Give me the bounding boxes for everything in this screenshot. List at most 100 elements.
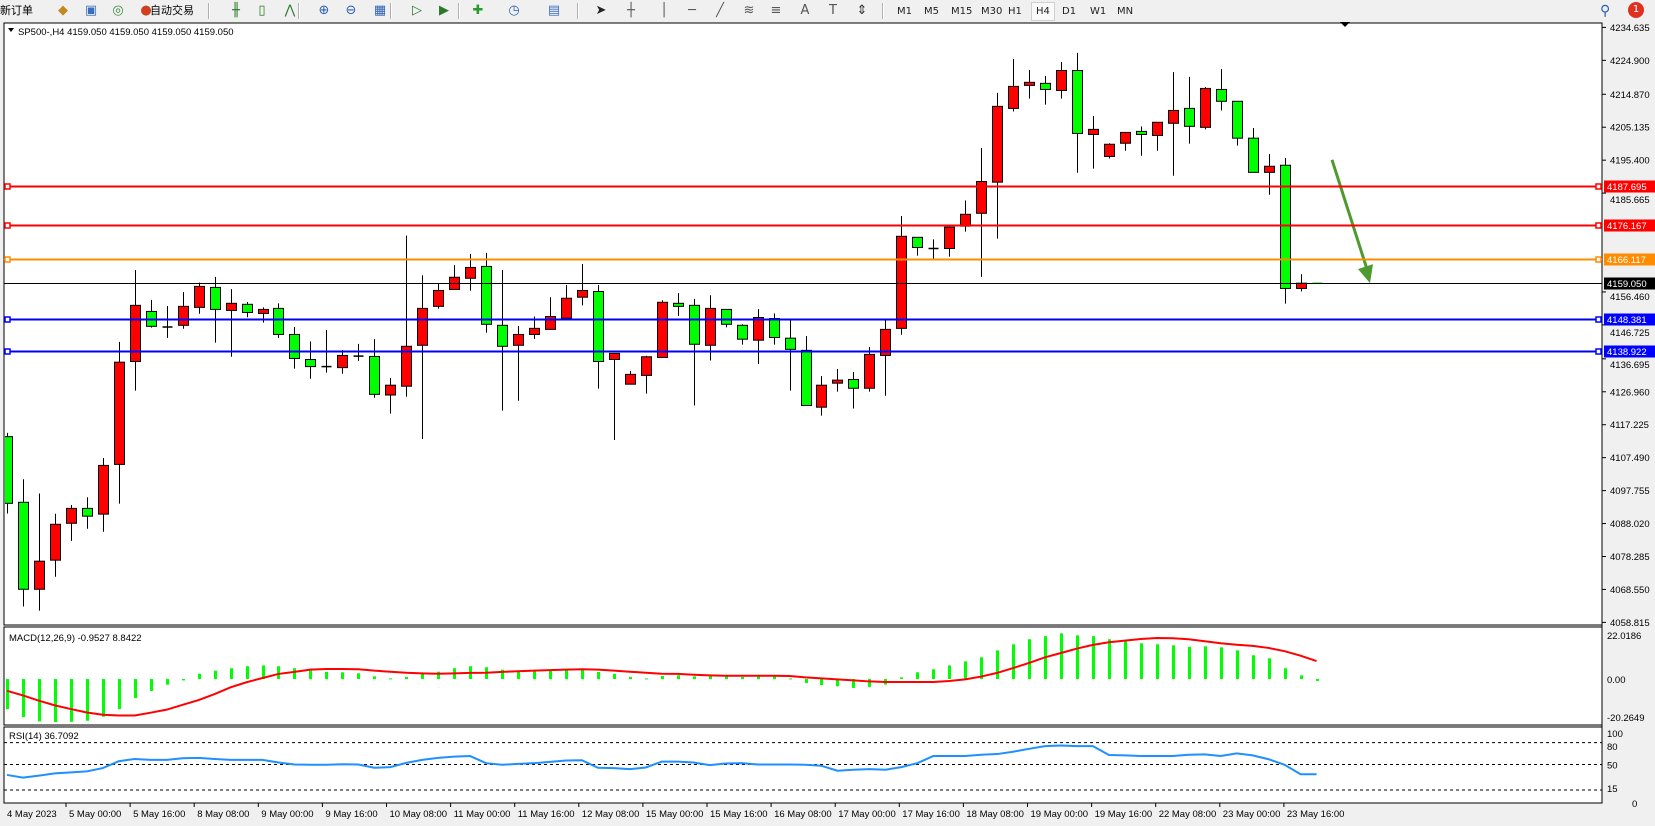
time-label: 12 May 08:00 [582, 809, 640, 820]
templates-icon[interactable]: ▤ [547, 3, 561, 18]
bull-candle [816, 384, 827, 408]
macd-histogram-bar [1188, 646, 1191, 679]
price-tick-label: 4068.550 [1610, 585, 1650, 596]
fibonacci-icon[interactable]: ≋ [743, 3, 755, 18]
time-label: 23 May 00:00 [1223, 809, 1281, 820]
bear-candle [1248, 137, 1259, 173]
macd-histogram-bar [1268, 658, 1271, 679]
timeframe-h4[interactable]: H4 [1031, 2, 1055, 21]
level-handle [4, 316, 11, 323]
macd-histogram-bar [373, 676, 376, 679]
macd-histogram-bar [757, 676, 760, 679]
macd-histogram-bar [1124, 640, 1127, 679]
horizontal-line-icon[interactable]: ─ [688, 3, 696, 18]
bull-candle [1200, 87, 1211, 128]
notification-badge[interactable]: 1 [1628, 2, 1644, 18]
search-icon[interactable]: ⚲ [1600, 3, 1611, 19]
bull-candle [545, 316, 556, 330]
timeframe-m1[interactable]: M1 [897, 6, 912, 17]
vertical-line-icon[interactable]: │ [660, 3, 668, 18]
timeframe-mn[interactable]: MN [1117, 6, 1134, 17]
tile-windows-icon[interactable]: ▦ [373, 3, 387, 18]
bull-candle [194, 285, 205, 308]
bull-candle [1024, 81, 1035, 86]
time-label: 9 May 16:00 [325, 809, 377, 820]
bull-candle [1264, 165, 1275, 173]
text-label-icon[interactable]: T [829, 3, 837, 18]
macd-histogram-bar [805, 679, 808, 684]
trendline-icon[interactable]: ╱ [716, 3, 724, 18]
bar-chart-icon[interactable]: ╫ [232, 3, 240, 18]
timeframe-w1[interactable]: W1 [1090, 6, 1107, 17]
macd-histogram-bar [1236, 650, 1239, 679]
line-chart-icon[interactable]: ⋀ [284, 3, 296, 18]
price-tick-label: 4058.815 [1610, 618, 1650, 629]
timeframe-h1[interactable]: H1 [1008, 6, 1022, 17]
chart-shift-icon[interactable]: ▷ [412, 3, 422, 18]
expert-advisors-icon[interactable]: ◆ [58, 3, 68, 18]
new-order-button[interactable]: 新订单 [0, 4, 33, 17]
time-label: 22 May 08:00 [1159, 809, 1217, 820]
level-handle [1595, 222, 1602, 229]
bear-candle [848, 378, 859, 389]
time-label: 15 May 16:00 [710, 809, 768, 820]
zoom-out-icon[interactable]: ⊖ [345, 3, 357, 18]
candlestick-icon[interactable]: ▯ [258, 3, 266, 18]
timeframe-m30[interactable]: M30 [981, 6, 1003, 17]
bear-candle [593, 290, 604, 363]
toolbar-separator [208, 3, 210, 19]
level-price-label: 4148.381 [1607, 315, 1647, 326]
macd-histogram-bar [1140, 643, 1143, 679]
macd-histogram-bar [1028, 639, 1031, 679]
auto-scroll-icon[interactable]: ▶ [439, 3, 449, 18]
bull-candle [226, 302, 237, 311]
bull-candle [401, 345, 412, 387]
level-handle [1595, 316, 1602, 323]
bear-candle [369, 355, 380, 395]
time-label: 19 May 16:00 [1095, 809, 1153, 820]
price-tick-label: 4195.400 [1610, 156, 1650, 167]
bull-candle [98, 464, 109, 515]
timeframe-d1[interactable]: D1 [1062, 6, 1077, 17]
macd-histogram-bar [134, 679, 137, 699]
fibo-fan-icon[interactable]: ≡ [770, 3, 782, 18]
bull-candle [529, 327, 540, 335]
arrows-icon[interactable]: ⇕ [856, 3, 868, 18]
rsi-tick-label: 15 [1607, 784, 1618, 795]
rsi-line [6, 744, 1317, 779]
chart-legend: SP500-,H4 4159.050 4159.050 4159.050 415… [18, 27, 234, 38]
periods-icon[interactable]: ◷ [508, 3, 520, 18]
bear-candle [673, 302, 684, 307]
bull-candle [337, 354, 348, 369]
macd-label: MACD(12,26,9) -0.9527 8.8422 [9, 633, 142, 644]
timeframe-m5[interactable]: M5 [924, 6, 939, 17]
macd-histogram-bar [182, 679, 185, 681]
text-icon[interactable]: A [800, 3, 810, 18]
main-pane [3, 22, 1603, 626]
auto-trading-icon[interactable]: ● [140, 3, 152, 18]
price-tick-label: 4097.755 [1610, 486, 1650, 497]
macd-histogram-bar [1252, 655, 1255, 679]
terminal-icon[interactable]: ▣ [84, 3, 98, 18]
macd-histogram-bar [565, 670, 568, 679]
zoom-in-icon[interactable]: ⊕ [318, 3, 330, 18]
macd-histogram-bar [214, 670, 217, 679]
cursor-icon[interactable]: ➤ [595, 3, 607, 18]
macd-histogram-bar [789, 678, 792, 680]
crosshair-icon[interactable]: ┼ [627, 3, 635, 18]
time-label: 17 May 00:00 [838, 809, 896, 820]
auto-trading-button[interactable]: 自动交易 [150, 4, 194, 17]
level-handle [1595, 183, 1602, 190]
macd-histogram-bar [1076, 635, 1079, 679]
signals-icon[interactable]: ◎ [112, 3, 124, 18]
indicators-icon[interactable]: ✚ [472, 3, 484, 18]
macd-histogram-bar [916, 672, 919, 679]
price-tick-label: 4214.870 [1610, 90, 1650, 101]
timeframe-m15[interactable]: M15 [951, 6, 973, 17]
macd-histogram-bar [725, 676, 728, 679]
chart-area[interactable]: 4234.635 4224.900 4214.870 4205.135 4195.400… [0, 22, 1655, 826]
time-label: 11 May 00:00 [454, 809, 511, 820]
bear-candle [1184, 107, 1195, 127]
bull-candle [178, 305, 189, 326]
bull-candle [1104, 143, 1115, 157]
